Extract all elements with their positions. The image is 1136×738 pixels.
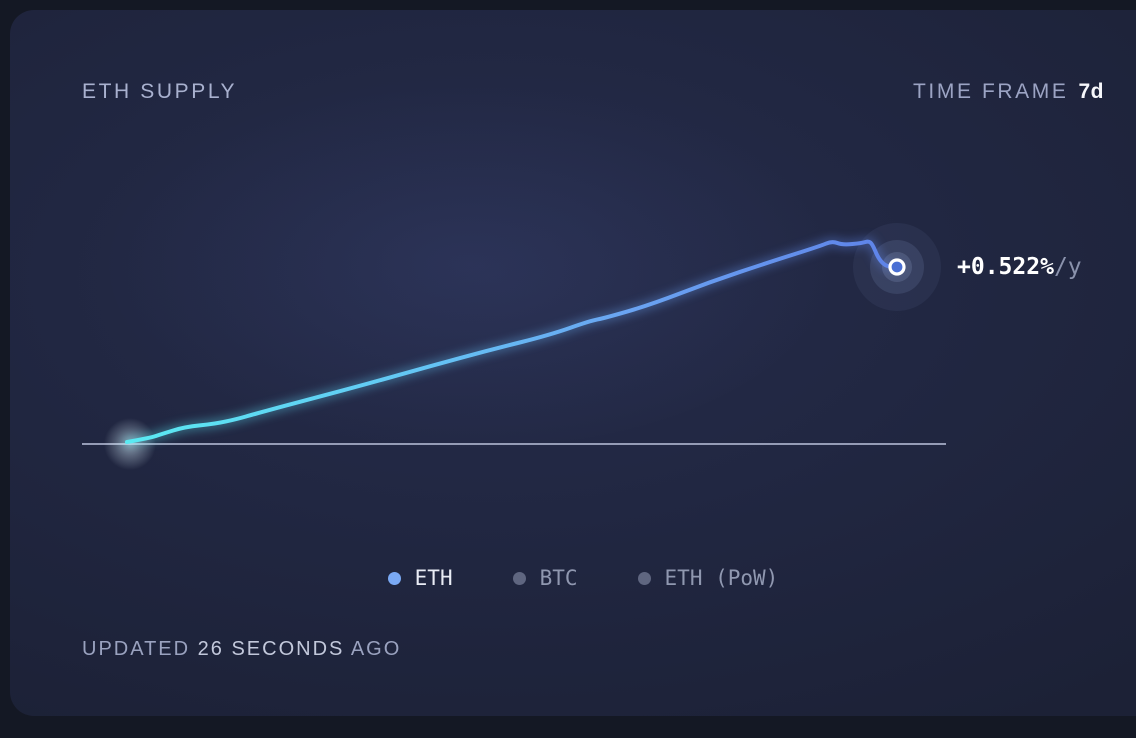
endpoint-marker — [888, 258, 906, 276]
chart-legend: ETH BTC ETH (PoW) — [82, 565, 1084, 591]
supply-card: ETH SUPPLY TIME FRAME 7d — [10, 10, 1136, 716]
legend-item-eth[interactable]: ETH — [387, 566, 453, 590]
updated-prefix: UPDATED — [82, 638, 191, 660]
legend-item-label: BTC — [539, 566, 578, 590]
time-frame-control: TIME FRAME 7d — [913, 80, 1104, 104]
eth-supply-line-glow — [123, 238, 901, 446]
legend-dot-icon — [387, 571, 401, 585]
eth-supply-line — [125, 239, 899, 444]
last-updated-status: UPDATED 26 SECONDS AGO — [82, 638, 401, 661]
updated-value: 26 SECONDS — [197, 638, 345, 660]
card-title: ETH SUPPLY — [82, 80, 238, 103]
supply-change-annotation: +0.522%/y — [957, 254, 1082, 280]
supply-chart — [82, 222, 946, 470]
updated-suffix: AGO — [350, 638, 402, 660]
supply-change-unit: /y — [1053, 254, 1082, 280]
legend-dot-icon — [512, 571, 526, 585]
legend-item-eth-pow[interactable]: ETH (PoW) — [637, 566, 779, 590]
time-frame-label: TIME FRAME — [912, 80, 1069, 103]
legend-dot-icon — [637, 571, 651, 585]
legend-item-label: ETH — [414, 566, 453, 590]
time-frame-value[interactable]: 7d — [1078, 80, 1104, 103]
legend-item-btc[interactable]: BTC — [512, 566, 578, 590]
legend-item-label: ETH (PoW) — [664, 566, 779, 590]
supply-change-value: +0.522% — [957, 254, 1054, 280]
